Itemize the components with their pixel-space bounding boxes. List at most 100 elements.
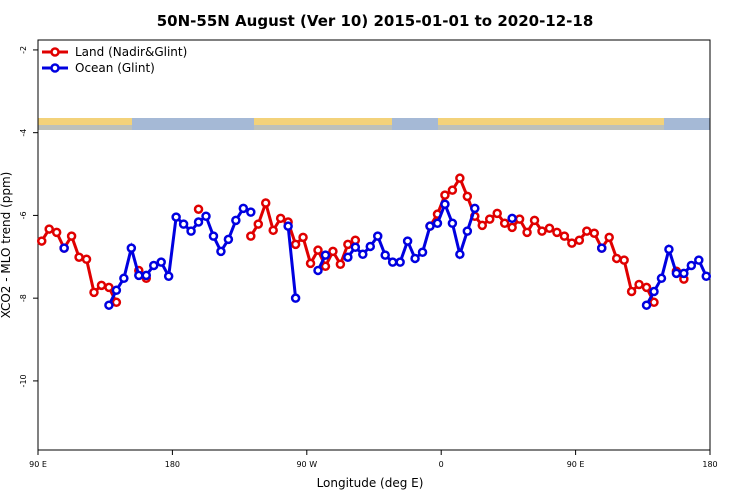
- series-line: [40, 174, 685, 303]
- data-point: [447, 218, 458, 229]
- data-point: [626, 286, 637, 297]
- data-point: [298, 232, 308, 243]
- data-point: [358, 249, 368, 260]
- data-point: [641, 282, 652, 293]
- data-point: [59, 243, 69, 253]
- x-tick-label: 180: [165, 460, 180, 469]
- legend-marker: [50, 63, 60, 73]
- data-point: [380, 250, 390, 260]
- legend-label: Ocean (Glint): [75, 61, 155, 75]
- plot-frame: [37, 39, 711, 451]
- data-point: [462, 226, 473, 236]
- data-point: [470, 203, 480, 214]
- data-point: [253, 219, 264, 229]
- data-point: [447, 185, 458, 195]
- data-point: [208, 231, 219, 241]
- data-point: [119, 273, 129, 284]
- data-point: [186, 226, 196, 236]
- y-tick-label: -6: [19, 211, 28, 219]
- data-point: [372, 231, 383, 241]
- data-point: [529, 215, 540, 226]
- data-point: [193, 204, 204, 214]
- data-point: [544, 223, 555, 233]
- legend-label: Land (Nadir&Glint): [75, 45, 187, 59]
- data-point: [455, 173, 465, 183]
- data-point: [462, 191, 473, 202]
- data-point: [522, 227, 532, 238]
- data-point: [96, 280, 107, 291]
- data-point: [499, 218, 510, 229]
- data-point: [163, 271, 174, 281]
- data-point: [111, 297, 122, 308]
- data-point: [567, 238, 577, 248]
- data-point: [417, 247, 428, 257]
- data-point: [201, 211, 211, 221]
- data-point: [477, 220, 488, 231]
- legend: Land (Nadir&Glint) Ocean (Glint): [42, 45, 187, 75]
- data-point: [126, 243, 137, 253]
- data-point: [283, 221, 293, 231]
- data-point: [290, 239, 301, 250]
- data-point: [619, 255, 629, 265]
- data-point: [440, 199, 450, 209]
- y-tick-label: -4: [19, 129, 28, 137]
- data-point: [238, 203, 249, 214]
- data-point: [104, 282, 114, 293]
- data-point: [51, 227, 62, 238]
- data-point: [455, 249, 465, 260]
- data-point: [246, 207, 256, 217]
- data-point: [649, 286, 659, 297]
- y-axis-label: XCO2 - MLO trend (ppm): [0, 172, 13, 319]
- y-tick-label: -2: [19, 46, 28, 54]
- data-point: [410, 253, 420, 264]
- data-point: [679, 268, 689, 279]
- data-point: [216, 246, 226, 257]
- data-point: [36, 236, 47, 246]
- data-point: [178, 219, 189, 229]
- data-point: [365, 241, 376, 252]
- legend-marker: [50, 47, 60, 57]
- data-point: [193, 217, 204, 227]
- data-point: [328, 246, 338, 257]
- x-tick-label: 180: [702, 460, 717, 469]
- data-point: [671, 268, 682, 279]
- map-strip: [38, 118, 710, 130]
- x-axis-label: Longitude (deg E): [317, 476, 424, 490]
- data-point: [514, 214, 525, 224]
- data-point: [81, 254, 92, 265]
- data-point: [656, 273, 667, 284]
- data-point: [432, 218, 443, 229]
- data-point: [275, 213, 286, 224]
- data-point: [350, 242, 361, 253]
- data-point: [44, 224, 54, 234]
- data-point: [290, 293, 301, 303]
- data-point: [440, 190, 450, 200]
- chart-title: 50N-55N August (Ver 10) 2015-01-01 to 20…: [157, 12, 594, 30]
- data-point: [89, 287, 99, 298]
- data-point: [694, 255, 704, 265]
- data-point: [701, 271, 712, 281]
- data-point: [492, 208, 502, 219]
- data-point: [552, 227, 562, 238]
- data-point: [104, 300, 114, 310]
- data-point: [141, 270, 152, 281]
- series-line: [107, 200, 708, 306]
- data-point: [335, 259, 346, 269]
- data-point: [246, 231, 256, 241]
- data-point: [484, 214, 495, 224]
- data-point: [343, 252, 353, 262]
- data-point: [313, 265, 323, 276]
- data-point: [320, 250, 331, 260]
- data-point: [134, 270, 144, 281]
- x-tick-label: 0: [439, 460, 444, 469]
- data-point: [641, 300, 652, 310]
- data-point: [589, 228, 600, 238]
- data-point: [268, 225, 278, 236]
- data-point: [559, 231, 570, 241]
- data-point: [305, 258, 316, 269]
- data-point: [574, 235, 585, 245]
- data-point: [634, 279, 644, 290]
- data-point: [74, 252, 84, 262]
- data-point: [425, 221, 435, 231]
